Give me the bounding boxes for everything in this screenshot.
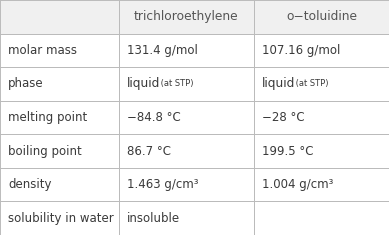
Text: 1.004 g/cm³: 1.004 g/cm³: [262, 178, 333, 191]
Text: (at STP): (at STP): [293, 79, 329, 88]
Text: liquid: liquid: [262, 77, 295, 90]
Text: solubility in water: solubility in water: [8, 212, 114, 225]
Text: 199.5 °C: 199.5 °C: [262, 145, 314, 158]
Bar: [119, 34, 254, 67]
Bar: [0, 201, 119, 235]
Text: phase: phase: [8, 77, 44, 90]
Text: 1.463 g/cm³: 1.463 g/cm³: [127, 178, 198, 191]
Text: density: density: [8, 178, 51, 191]
Text: −84.8 °C: −84.8 °C: [127, 111, 180, 124]
Bar: [254, 168, 389, 201]
Bar: [0, 101, 119, 134]
Bar: [119, 101, 254, 134]
Text: insoluble: insoluble: [127, 212, 180, 225]
Bar: [0, 168, 119, 201]
Bar: [254, 67, 389, 101]
Text: 131.4 g/mol: 131.4 g/mol: [127, 44, 198, 57]
Bar: [119, 201, 254, 235]
Bar: [0, 0, 119, 34]
Text: melting point: melting point: [8, 111, 87, 124]
Bar: [254, 201, 389, 235]
Bar: [119, 168, 254, 201]
Bar: [119, 134, 254, 168]
Text: 107.16 g/mol: 107.16 g/mol: [262, 44, 340, 57]
Bar: [119, 0, 254, 34]
Text: −28 °C: −28 °C: [262, 111, 305, 124]
Bar: [254, 34, 389, 67]
Bar: [254, 134, 389, 168]
Bar: [0, 67, 119, 101]
Bar: [0, 34, 119, 67]
Text: liquid: liquid: [127, 77, 160, 90]
Text: 86.7 °C: 86.7 °C: [127, 145, 171, 158]
Bar: [0, 134, 119, 168]
Text: molar mass: molar mass: [8, 44, 77, 57]
Text: (at STP): (at STP): [158, 79, 193, 88]
Bar: [119, 67, 254, 101]
Bar: [254, 101, 389, 134]
Text: boiling point: boiling point: [8, 145, 82, 158]
Bar: [254, 0, 389, 34]
Text: trichloroethylene: trichloroethylene: [134, 10, 238, 23]
Text: o−toluidine: o−toluidine: [286, 10, 357, 23]
